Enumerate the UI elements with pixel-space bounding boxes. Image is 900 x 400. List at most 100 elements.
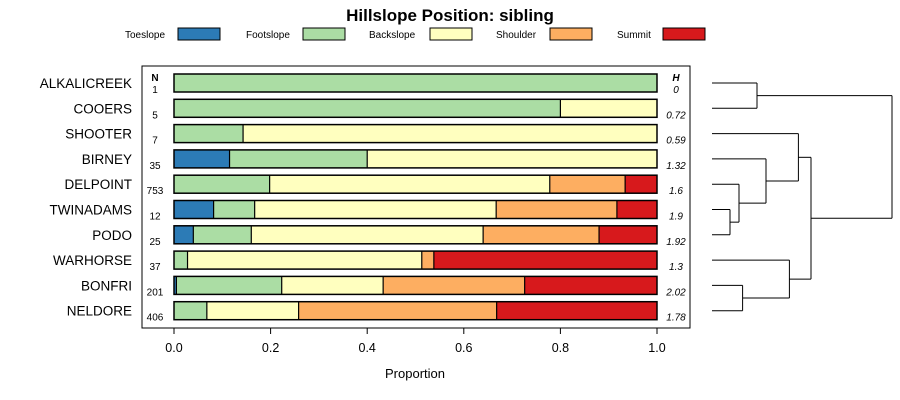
bar-segment-cooers-backslope	[560, 99, 657, 118]
row-label-delpoint: DELPOINT	[64, 177, 132, 192]
h-value-delpoint: 1.6	[669, 186, 683, 197]
bar-segment-podo-shoulder	[483, 225, 600, 244]
n-value-neldore: 406	[147, 313, 164, 324]
bar-segment-warhorse-footslope	[174, 251, 188, 270]
row-label-shooter: SHOOTER	[65, 127, 132, 142]
bar-segment-twinadams-toeslope	[174, 200, 214, 219]
legend-swatch-backslope	[429, 27, 473, 41]
row-label-twinadams: TWINADAMS	[50, 203, 133, 218]
bar-segment-neldore-backslope	[206, 301, 299, 320]
bar-outline-delpoint	[173, 174, 658, 194]
bar-segment-bonfri-toeslope	[174, 276, 177, 295]
h-header: H	[672, 73, 680, 84]
n-value-bonfri: 201	[147, 287, 164, 298]
bar-segment-delpoint-summit	[625, 175, 657, 194]
bar-segment-bonfri-backslope	[281, 276, 384, 295]
bar-segment-neldore-shoulder	[298, 301, 497, 320]
bar-segment-warhorse-shoulder	[421, 251, 434, 270]
bar-segment-birney-toeslope	[174, 149, 230, 168]
x-tick-label: 0.0	[165, 341, 182, 355]
bar-segment-alkalicreek-footslope	[174, 74, 657, 92]
bar-segment-podo-toeslope	[174, 225, 194, 244]
row-label-podo: PODO	[92, 228, 132, 243]
n-header: N	[151, 73, 158, 84]
x-tick-label: 1.0	[648, 341, 665, 355]
bar-segment-podo-summit	[599, 225, 657, 244]
bar-segment-neldore-footslope	[174, 301, 207, 320]
legend-swatch-toeslope	[177, 27, 221, 41]
h-value-neldore: 1.78	[666, 313, 686, 324]
legend-label-footslope: Footslope	[246, 30, 290, 41]
bar-outline-neldore	[173, 300, 658, 321]
row-label-alkalicreek: ALKALICREEK	[40, 76, 132, 91]
row-label-warhorse: WARHORSE	[53, 253, 132, 268]
bar-segment-bonfri-shoulder	[383, 276, 525, 295]
bar-segment-delpoint-backslope	[269, 175, 550, 194]
legend-label-summit: Summit	[617, 30, 651, 41]
n-value-warhorse: 37	[149, 262, 161, 273]
bar-outline-bonfri	[173, 275, 658, 296]
bar-segment-neldore-summit	[496, 301, 657, 320]
bar-outline-shooter	[173, 123, 658, 144]
legend-label-backslope: Backslope	[369, 30, 416, 41]
bar-segment-twinadams-footslope	[213, 200, 255, 219]
h-value-cooers: 0.72	[666, 110, 686, 121]
bar-segment-birney-footslope	[229, 149, 368, 168]
plot-frame	[141, 65, 691, 329]
bar-segment-shooter-backslope	[243, 124, 657, 143]
h-value-bonfri: 2.02	[665, 287, 686, 298]
bar-segment-warhorse-summit	[433, 251, 657, 270]
x-tick-label: 0.8	[552, 341, 569, 355]
bar-segment-delpoint-footslope	[174, 175, 270, 194]
h-value-podo: 1.92	[666, 237, 686, 248]
n-value-birney: 35	[149, 161, 161, 172]
chart-title: Hillslope Position: sibling	[346, 6, 554, 25]
n-value-shooter: 7	[152, 136, 158, 147]
bar-outline-twinadams	[173, 199, 658, 220]
bar-segment-bonfri-summit	[524, 276, 657, 295]
n-value-cooers: 5	[152, 110, 158, 121]
h-value-alkalicreek: 0	[673, 85, 679, 96]
legend: Toeslope Footslope Backslope Shoulder Summit	[125, 27, 706, 41]
legend-swatch-shoulder	[549, 27, 593, 41]
bar-segment-warhorse-backslope	[187, 251, 422, 270]
n-value-alkalicreek: 1	[152, 85, 158, 96]
n-value-podo: 25	[149, 237, 161, 248]
x-axis-label: Proportion	[385, 366, 445, 381]
n-value-delpoint: 753	[147, 186, 164, 197]
legend-label-shoulder: Shoulder	[496, 30, 537, 41]
row-label-birney: BIRNEY	[82, 152, 132, 167]
bar-segment-twinadams-shoulder	[496, 200, 617, 219]
h-value-birney: 1.32	[666, 161, 686, 172]
bar-segment-delpoint-shoulder	[549, 175, 626, 194]
bar-segment-bonfri-footslope	[176, 276, 282, 295]
bar-segment-podo-footslope	[193, 225, 252, 244]
dendrogram	[712, 82, 893, 312]
bar-outline-alkalicreek	[173, 73, 658, 93]
bar-rows: ALKALICREEK 1 0 COOERS 5 0.72 SHOOTER 7 0.59 BIRN…	[40, 73, 686, 324]
bar-segment-shooter-footslope	[174, 124, 244, 143]
legend-swatch-footslope	[302, 27, 346, 41]
bar-segment-podo-backslope	[251, 225, 484, 244]
row-label-cooers: COOERS	[73, 101, 132, 116]
bar-segment-twinadams-backslope	[254, 200, 497, 219]
bar-segment-cooers-footslope	[174, 99, 561, 118]
h-value-warhorse: 1.3	[669, 262, 683, 273]
h-value-twinadams: 1.9	[669, 212, 683, 223]
bar-outline-cooers	[173, 98, 658, 119]
bar-segment-birney-backslope	[367, 149, 657, 168]
x-tick-label: 0.2	[262, 341, 279, 355]
legend-label-toeslope: Toeslope	[125, 30, 165, 41]
x-axis: 0.0 0.2 0.4 0.6 0.8 1.0	[165, 328, 666, 355]
bar-outline-podo	[173, 225, 658, 245]
x-tick-label: 0.4	[359, 341, 376, 355]
h-value-shooter: 0.59	[666, 136, 686, 147]
row-label-neldore: NELDORE	[67, 304, 132, 319]
bar-outline-warhorse	[173, 250, 658, 270]
row-label-bonfri: BONFRI	[81, 278, 132, 293]
bar-outline-birney	[173, 149, 658, 169]
n-value-twinadams: 12	[149, 212, 161, 223]
bar-segment-twinadams-summit	[616, 200, 657, 219]
x-tick-label: 0.6	[455, 341, 472, 355]
